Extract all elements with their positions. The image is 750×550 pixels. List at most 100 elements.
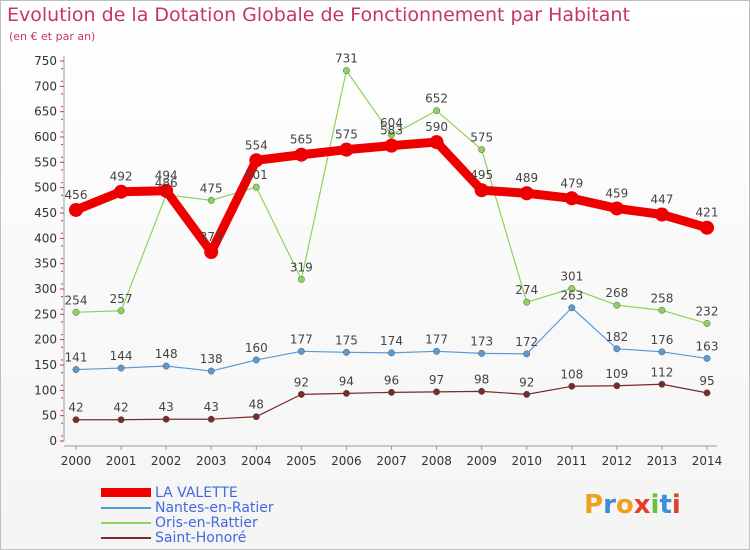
data-point (703, 354, 711, 362)
data-point (252, 356, 260, 364)
x-tick-label: 2008 (421, 454, 452, 468)
data-label: 475 (200, 181, 223, 195)
data-point (568, 304, 576, 312)
data-point (117, 307, 125, 315)
data-point (162, 415, 170, 423)
legend-item: Nantes-en-Ratier (101, 499, 274, 516)
data-label: 373 (200, 230, 223, 244)
data-label: 163 (696, 339, 719, 353)
x-tick-label: 2010 (511, 454, 542, 468)
x-tick-label: 2007 (376, 454, 407, 468)
data-point (388, 349, 395, 357)
data-label: 42 (68, 401, 83, 415)
data-label: 301 (560, 269, 583, 283)
data-label: 144 (110, 349, 133, 363)
data-point (69, 202, 83, 217)
x-tick-label: 2013 (647, 454, 678, 468)
data-point (342, 389, 350, 397)
y-tick-label: 50 (42, 409, 57, 423)
data-point (339, 142, 354, 157)
y-tick-label: 350 (34, 257, 57, 271)
chart-title: Evolution de la Dotation Globale de Fonc… (7, 4, 630, 26)
data-label: 268 (605, 286, 628, 300)
data-point (523, 298, 531, 306)
legend-item: Saint-Honoré (101, 529, 274, 546)
x-tick-label: 2005 (286, 454, 317, 468)
x-tick-label: 2012 (602, 454, 633, 468)
data-label: 489 (515, 171, 538, 185)
data-point (207, 415, 215, 423)
data-point (252, 413, 260, 421)
data-point (478, 146, 486, 154)
data-label: 319 (290, 260, 313, 274)
x-tick-label: 2004 (241, 454, 272, 468)
data-label: 565 (290, 133, 313, 147)
y-tick-label: 400 (34, 231, 57, 245)
x-tick-label: 2003 (196, 454, 227, 468)
legend-label: LA VALETTE (155, 484, 238, 501)
data-point (252, 183, 260, 191)
y-tick-label: 300 (34, 282, 57, 296)
data-point (519, 186, 534, 201)
data-label: 94 (339, 374, 354, 388)
x-tick-label: 2014 (692, 454, 723, 468)
data-label: 108 (560, 367, 583, 381)
data-point (613, 382, 621, 390)
data-label: 96 (384, 373, 399, 387)
data-label: 590 (425, 120, 448, 134)
y-tick-label: 500 (34, 181, 57, 195)
data-point (433, 388, 441, 396)
data-label: 92 (294, 375, 309, 389)
y-tick-label: 100 (34, 383, 57, 397)
legend-swatch (101, 536, 151, 539)
data-label: 274 (515, 283, 538, 297)
data-point (564, 191, 579, 206)
legend-label: Nantes-en-Ratier (155, 499, 274, 516)
x-tick-label: 2000 (61, 454, 92, 468)
data-label: 447 (650, 193, 673, 207)
data-label: 263 (560, 289, 583, 303)
data-point (613, 345, 621, 353)
data-label: 42 (113, 401, 128, 415)
legend-label: Oris-en-Rattier (155, 514, 258, 531)
data-label: 109 (605, 367, 628, 381)
y-tick-label: 650 (34, 105, 57, 119)
data-point (658, 348, 666, 356)
data-point (342, 348, 350, 356)
data-label: 575 (335, 128, 358, 142)
y-tick-label: 200 (34, 333, 57, 347)
data-point (117, 416, 125, 424)
x-tick-label: 2002 (151, 454, 182, 468)
data-point (72, 308, 80, 316)
data-label: 175 (335, 333, 358, 347)
chart-subtitle: (en € et par an) (9, 30, 96, 43)
data-label: 254 (65, 293, 88, 307)
data-point (568, 382, 576, 390)
data-point (654, 207, 669, 222)
data-label: 173 (470, 334, 493, 348)
data-label: 112 (650, 365, 673, 379)
legend-item: Oris-en-Rattier (101, 514, 274, 531)
data-point (159, 183, 174, 198)
data-point (388, 388, 395, 396)
x-tick-label: 2001 (106, 454, 137, 468)
data-point (72, 416, 80, 424)
data-label: 97 (429, 373, 444, 387)
data-label: 459 (605, 186, 628, 200)
data-label: 554 (245, 138, 268, 152)
data-point (658, 306, 666, 314)
legend-label: Saint-Honoré (155, 529, 247, 546)
data-label: 148 (155, 347, 178, 361)
data-label: 495 (470, 168, 493, 182)
data-label: 232 (696, 304, 719, 318)
data-label: 731 (335, 52, 358, 66)
data-label: 421 (696, 206, 719, 220)
proxiti-logo: Proxiti (584, 490, 681, 520)
data-point (342, 67, 350, 75)
data-point (297, 390, 305, 398)
data-point (433, 347, 441, 355)
data-point (429, 135, 444, 150)
data-point (523, 390, 531, 398)
data-point (249, 153, 264, 168)
